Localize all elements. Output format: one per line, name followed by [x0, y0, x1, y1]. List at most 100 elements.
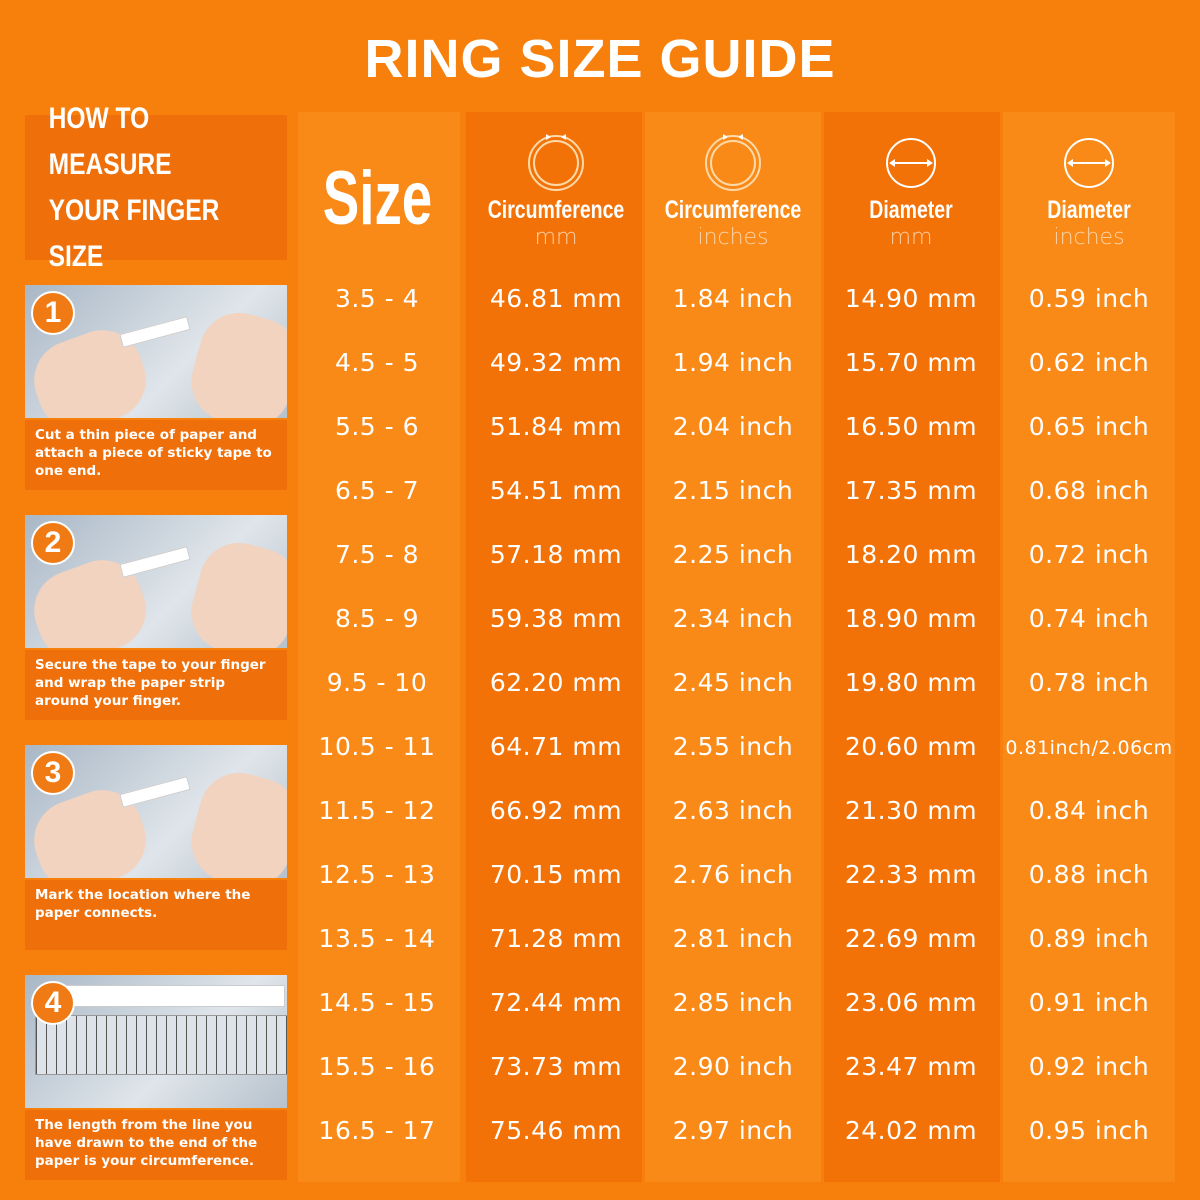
diameter-icon	[821, 130, 1001, 192]
size-cell: 16.5 - 17	[318, 1116, 436, 1145]
value-cell: 2.25 inch	[672, 540, 794, 569]
column-unit: inches	[1053, 225, 1125, 250]
value-cell: 19.80 mm	[844, 668, 978, 697]
value-cell: 57.18 mm	[489, 540, 623, 569]
value-cell: 70.15 mm	[489, 860, 623, 889]
value-cell: 2.90 inch	[672, 1052, 794, 1081]
value-cell: 71.28 mm	[489, 924, 623, 953]
size-cell: 15.5 - 16	[318, 1052, 436, 1081]
step-2-image: 2	[25, 515, 287, 648]
value-cell: 21.30 mm	[844, 796, 978, 825]
value-cell: 2.63 inch	[672, 796, 794, 825]
value-cell: 0.72 inch	[1028, 540, 1150, 569]
step-1-image: 1	[25, 285, 287, 418]
step-4-image: 4	[25, 975, 287, 1108]
size-cell: 14.5 - 15	[318, 988, 436, 1017]
column-unit: inches	[697, 225, 769, 250]
value-cell: 64.71 mm	[489, 732, 623, 761]
value-cell: 18.90 mm	[844, 604, 978, 633]
step-1-caption: Cut a thin piece of paper and attach a p…	[25, 420, 287, 490]
value-cell: 0.78 inch	[1028, 668, 1150, 697]
step-number-badge: 3	[31, 751, 75, 795]
value-cell: 2.97 inch	[672, 1116, 794, 1145]
value-cell: 0.95 inch	[1028, 1116, 1150, 1145]
step-2-caption: Secure the tape to your finger and wrap …	[25, 650, 287, 720]
size-cell: 10.5 - 11	[318, 732, 436, 761]
value-cell: 2.85 inch	[672, 988, 794, 1017]
column-header: Circumference mm	[466, 130, 646, 250]
size-cell: 7.5 - 8	[334, 540, 420, 569]
size-cell: 13.5 - 14	[318, 924, 436, 953]
value-cell: 0.74 inch	[1028, 604, 1150, 633]
step-number-badge: 2	[31, 521, 75, 565]
diameter-icon	[999, 130, 1179, 192]
column-title: Circumference	[664, 196, 802, 224]
ring-circumference-icon	[466, 130, 646, 192]
size-cell: 11.5 - 12	[318, 796, 436, 825]
column-title: Diameter	[1047, 196, 1131, 224]
circ-in-column-bg	[645, 112, 821, 1182]
value-cell: 0.65 inch	[1028, 412, 1150, 441]
column-header: Diameter inches	[999, 130, 1179, 250]
value-cell: 75.46 mm	[489, 1116, 623, 1145]
value-cell: 23.47 mm	[844, 1052, 978, 1081]
column-title: Circumference	[487, 196, 625, 224]
value-cell: 2.55 inch	[672, 732, 794, 761]
howto-line1: HOW TO MEASURE	[48, 101, 172, 181]
size-cell: 8.5 - 9	[334, 604, 420, 633]
value-cell: 0.92 inch	[1028, 1052, 1150, 1081]
value-cell: 46.81 mm	[489, 284, 623, 313]
size-cell: 12.5 - 13	[318, 860, 436, 889]
size-cell: 3.5 - 4	[334, 284, 420, 313]
dia-mm-column-bg	[824, 112, 1000, 1182]
value-cell: 1.94 inch	[672, 348, 794, 377]
value-cell: 54.51 mm	[489, 476, 623, 505]
size-cell: 9.5 - 10	[326, 668, 428, 697]
value-cell: 0.68 inch	[1028, 476, 1150, 505]
dia-in-column-bg	[1003, 112, 1175, 1182]
step-number-badge: 4	[31, 981, 75, 1025]
value-cell: 1.84 inch	[672, 284, 794, 313]
step-3-caption: Mark the location where the paper connec…	[25, 880, 287, 950]
column-unit: mm	[889, 225, 933, 250]
value-cell: 14.90 mm	[844, 284, 978, 313]
howto-panel	[25, 115, 287, 260]
value-cell: 62.20 mm	[489, 668, 623, 697]
column-header: Diameter mm	[821, 130, 1001, 250]
value-cell: 66.92 mm	[489, 796, 623, 825]
column-header: Circumference inches	[643, 130, 823, 250]
size-column-bg	[298, 112, 460, 1182]
howto-line2: YOUR FINGER SIZE	[48, 193, 220, 273]
step-4-caption: The length from the line you have drawn …	[25, 1110, 287, 1180]
value-cell: 22.69 mm	[844, 924, 978, 953]
value-cell: 0.84 inch	[1028, 796, 1150, 825]
value-cell: 73.73 mm	[489, 1052, 623, 1081]
value-cell: 72.44 mm	[489, 988, 623, 1017]
value-cell: 0.81inch/2.06cm	[1005, 737, 1173, 759]
value-cell: 20.60 mm	[844, 732, 978, 761]
value-cell: 0.91 inch	[1028, 988, 1150, 1017]
value-cell: 23.06 mm	[844, 988, 978, 1017]
value-cell: 59.38 mm	[489, 604, 623, 633]
value-cell: 24.02 mm	[844, 1116, 978, 1145]
value-cell: 18.20 mm	[844, 540, 978, 569]
value-cell: 0.59 inch	[1028, 284, 1150, 313]
page-title: RING SIZE GUIDE	[364, 29, 836, 89]
value-cell: 16.50 mm	[844, 412, 978, 441]
value-cell: 0.62 inch	[1028, 348, 1150, 377]
value-cell: 2.81 inch	[672, 924, 794, 953]
value-cell: 15.70 mm	[844, 348, 978, 377]
step-number-badge: 1	[31, 291, 75, 335]
size-cell: 5.5 - 6	[334, 412, 420, 441]
column-unit: mm	[534, 225, 578, 250]
value-cell: 0.88 inch	[1028, 860, 1150, 889]
size-cell: 4.5 - 5	[334, 348, 420, 377]
size-header: Size	[322, 156, 433, 241]
value-cell: 2.04 inch	[672, 412, 794, 441]
size-cell: 6.5 - 7	[334, 476, 420, 505]
value-cell: 22.33 mm	[844, 860, 978, 889]
step-3-image: 3	[25, 745, 287, 878]
value-cell: 51.84 mm	[489, 412, 623, 441]
value-cell: 2.15 inch	[672, 476, 794, 505]
value-cell: 49.32 mm	[489, 348, 623, 377]
